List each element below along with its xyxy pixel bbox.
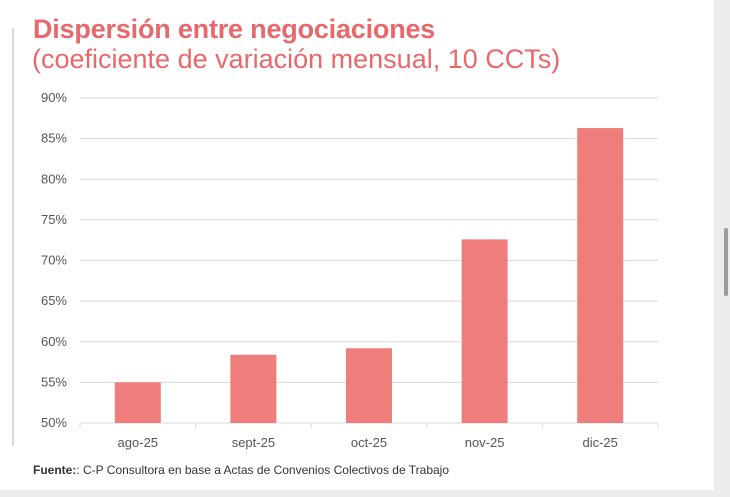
x-tick-label: ago-25	[118, 435, 158, 450]
y-tick-label: 75%	[41, 212, 67, 227]
bar-nov-25	[461, 239, 508, 423]
bar-sept-25	[230, 354, 277, 423]
left-rule	[12, 28, 14, 446]
x-tick-label: sept-25	[232, 435, 275, 450]
chart-subtitle: (coeficiente de variación mensual, 10 CC…	[32, 44, 561, 74]
source-note: Fuente:: C-P Consultora en base a Actas …	[33, 463, 449, 477]
y-tick-label: 60%	[41, 334, 67, 349]
y-tick-label: 55%	[41, 374, 67, 389]
y-tick-label: 80%	[41, 171, 67, 186]
y-tick-label: 85%	[41, 131, 67, 146]
chart-title: Dispersión entre negociaciones	[33, 14, 436, 44]
y-tick-label: 70%	[41, 253, 67, 268]
x-tick-label: nov-25	[465, 435, 505, 450]
source-label: Fuente:	[33, 463, 77, 477]
y-tick-label: 65%	[41, 293, 67, 308]
y-tick-label: 90%	[41, 90, 67, 105]
chart-card: Dispersión entre negociaciones (coeficie…	[0, 0, 714, 490]
scrollbar[interactable]	[714, 0, 730, 497]
bar-ago-25	[114, 382, 161, 423]
bar-oct-25	[346, 348, 392, 423]
source-text: : C-P Consultora en base a Actas de Conv…	[76, 463, 449, 477]
bar-dic-25	[577, 128, 624, 423]
x-tick-label: oct-25	[351, 435, 387, 450]
bar-chart: 90% 85% 80% 75% 70% 65% 60% 55% 50% ago-25 sept-25…	[41, 90, 659, 450]
scrollbar-thumb[interactable]	[724, 228, 728, 296]
y-tick-label: 50%	[41, 415, 67, 430]
x-tick-label: dic-25	[582, 435, 617, 450]
